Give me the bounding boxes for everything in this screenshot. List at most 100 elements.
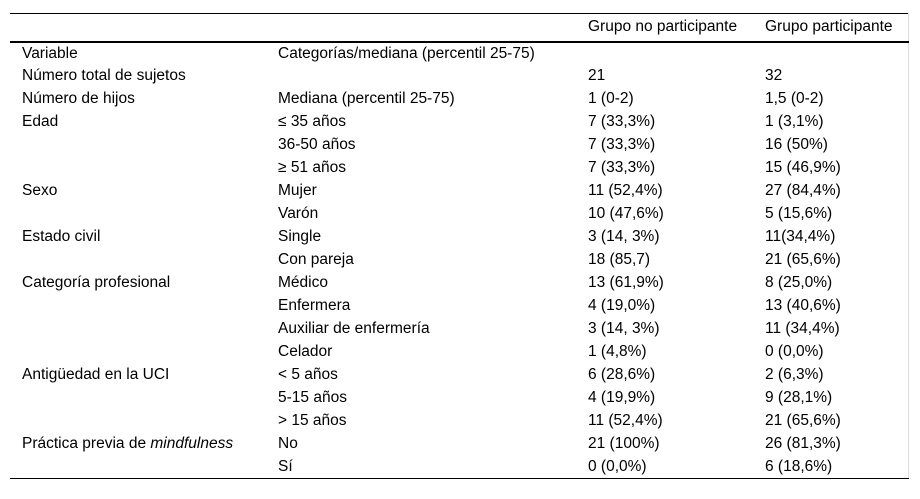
variable-label-italic: mindfulness bbox=[150, 435, 234, 452]
table-row: Varón 10 (47,6%) 5 (15,6%) bbox=[10, 203, 908, 226]
table-row: Variable Categorías/mediana (percentil 2… bbox=[10, 42, 908, 65]
cell-category: Con pareja bbox=[278, 251, 354, 268]
cell-grupo-no-participante: 0 (0,0%) bbox=[588, 457, 647, 475]
cell-variable bbox=[10, 134, 266, 157]
cell-variable bbox=[10, 295, 266, 318]
cell-variable bbox=[10, 410, 266, 433]
table-row: Celador 1 (4,8%) 0 (0,0%) bbox=[10, 341, 908, 364]
cell-grupo-participante: 32 bbox=[765, 67, 783, 84]
cell-category: No bbox=[278, 435, 298, 452]
table-row: Sí 0 (0,0%) 6 (18,6%) bbox=[10, 456, 908, 479]
col-header-grupo-participante: Grupo participante bbox=[765, 18, 893, 36]
variable-label: Antigüedad en la UCI bbox=[22, 366, 170, 383]
table-row: Número total de sujetos 21 32 bbox=[10, 65, 908, 88]
cell-category: Single bbox=[278, 228, 322, 245]
header-row: Grupo no participante Grupo participante bbox=[10, 14, 908, 42]
cell-grupo-no-participante: 7 (33,3%) bbox=[588, 136, 656, 153]
cell-grupo-no-participante: 11 (52,4%) bbox=[588, 412, 663, 429]
cell-grupo-no-participante: 1 (4,8%) bbox=[588, 343, 647, 360]
cell-grupo-no-participante: 3 (14, 3%) bbox=[588, 320, 660, 337]
cell-variable bbox=[10, 341, 266, 364]
table-row: Categoría profesional Médico 13 (61,9%) … bbox=[10, 272, 908, 295]
variable-label: Variable bbox=[22, 44, 78, 62]
cell-category: Médico bbox=[278, 274, 328, 291]
table-row: ≥ 51 años 7 (33,3%) 15 (46,9%) bbox=[10, 157, 908, 180]
cell-grupo-participante: 21 (65,6%) bbox=[765, 412, 841, 429]
table-row: 36-50 años 7 (33,3%) 16 (50%) bbox=[10, 134, 908, 157]
table-row: Enfermera 4 (19,0%) 13 (40,6%) bbox=[10, 295, 908, 318]
variable-label: Número de hijos bbox=[22, 90, 135, 107]
cell-category: ≤ 35 años bbox=[278, 113, 346, 130]
cell-grupo-no-participante bbox=[576, 42, 753, 65]
table-row: Número de hijos Mediana (percentil 25-75… bbox=[10, 88, 908, 111]
cell-grupo-participante: 13 (40,6%) bbox=[765, 297, 841, 314]
cell-category: 36-50 años bbox=[278, 136, 356, 153]
cell-grupo-participante: 0 (0,0%) bbox=[765, 343, 824, 360]
table-row: Con pareja 18 (85,7) 21 (65,6%) bbox=[10, 249, 908, 272]
col-header-category-blank bbox=[266, 14, 576, 42]
cell-grupo-no-participante: 11 (52,4%) bbox=[588, 182, 663, 199]
cell-grupo-participante bbox=[753, 42, 908, 65]
cell-grupo-participante: 5 (15,6%) bbox=[765, 205, 833, 222]
cell-grupo-no-participante: 7 (33,3%) bbox=[588, 113, 656, 130]
table-row: Sexo Mujer 11 (52,4%) 27 (84,4%) bbox=[10, 180, 908, 203]
cell-variable: Práctica previa de mindfulness bbox=[10, 433, 266, 456]
cell-grupo-no-participante: 21 (100%) bbox=[588, 435, 660, 452]
cell-grupo-no-participante: 21 bbox=[588, 67, 606, 84]
variable-label: Estado civil bbox=[22, 228, 101, 245]
cell-variable: Edad bbox=[10, 111, 266, 134]
cell-variable bbox=[10, 456, 266, 479]
table-body: Variable Categorías/mediana (percentil 2… bbox=[10, 42, 908, 479]
cell-grupo-participante: 8 (25,0%) bbox=[765, 274, 833, 291]
cell-grupo-no-participante: 4 (19,0%) bbox=[588, 297, 656, 314]
table-row: Práctica previa de mindfulness No 21 (10… bbox=[10, 433, 908, 456]
cell-variable bbox=[10, 387, 266, 410]
cell-grupo-no-participante: 3 (14, 3%) bbox=[588, 228, 660, 245]
cell-category: 5-15 años bbox=[278, 389, 347, 406]
cell-variable: Estado civil bbox=[10, 226, 266, 249]
cell-variable: Categoría profesional bbox=[10, 272, 266, 295]
cell-variable bbox=[10, 203, 266, 226]
cell-grupo-no-participante: 4 (19,9%) bbox=[588, 389, 656, 406]
cell-category: < 5 años bbox=[278, 366, 338, 383]
table-row: Auxiliar de enfermería 3 (14, 3%) 11 (34… bbox=[10, 318, 908, 341]
cell-category: Enfermera bbox=[278, 297, 351, 314]
table-row: Estado civil Single 3 (14, 3%) 11(34,4%) bbox=[10, 226, 908, 249]
cell-variable bbox=[10, 249, 266, 272]
variable-label: Categoría profesional bbox=[22, 274, 171, 291]
cell-category: Varón bbox=[278, 205, 319, 222]
table-row: Antigüedad en la UCI < 5 años 6 (28,6%) … bbox=[10, 364, 908, 387]
cell-grupo-participante: 16 (50%) bbox=[765, 136, 828, 153]
cell-grupo-participante: 11 (34,4%) bbox=[765, 320, 840, 337]
cell-variable: Número total de sujetos bbox=[10, 65, 266, 88]
table-header: Grupo no participante Grupo participante bbox=[10, 14, 908, 42]
cell-category: Mediana (percentil 25-75) bbox=[278, 90, 455, 107]
cell-grupo-participante: 9 (28,1%) bbox=[765, 389, 833, 406]
cell-variable: Variable bbox=[10, 42, 266, 65]
cell-category: Celador bbox=[278, 343, 333, 360]
cell-variable bbox=[10, 318, 266, 341]
variable-label: Práctica previa de bbox=[22, 435, 151, 452]
cell-variable: Antigüedad en la UCI bbox=[10, 364, 266, 387]
cell-grupo-no-participante: 18 (85,7) bbox=[588, 251, 651, 268]
cell-variable: Número de hijos bbox=[10, 88, 266, 111]
table-row: Edad ≤ 35 años 7 (33,3%) 1 (3,1%) bbox=[10, 111, 908, 134]
participants-demographics-table: Grupo no participante Grupo participante… bbox=[10, 13, 909, 479]
cell-category bbox=[266, 65, 576, 88]
cell-grupo-no-participante: 10 (47,6%) bbox=[588, 205, 664, 222]
cell-grupo-no-participante: 1 (0-2) bbox=[588, 90, 634, 107]
cell-grupo-participante: 2 (6,3%) bbox=[765, 366, 824, 383]
variable-label: Sexo bbox=[22, 182, 58, 199]
cell-grupo-participante: 11(34,4%) bbox=[765, 228, 836, 245]
cell-variable: Sexo bbox=[10, 180, 266, 203]
cell-grupo-participante: 26 (81,3%) bbox=[765, 435, 841, 452]
cell-grupo-no-participante: 13 (61,9%) bbox=[588, 274, 664, 291]
cell-category: > 15 años bbox=[278, 412, 347, 429]
cell-grupo-participante: 21 (65,6%) bbox=[765, 251, 841, 268]
cell-category: ≥ 51 años bbox=[278, 159, 346, 176]
cell-variable bbox=[10, 157, 266, 180]
variable-label: Número total de sujetos bbox=[22, 67, 186, 84]
col-header-variable-blank bbox=[10, 14, 266, 42]
cell-grupo-participante: 1,5 (0-2) bbox=[765, 90, 824, 107]
